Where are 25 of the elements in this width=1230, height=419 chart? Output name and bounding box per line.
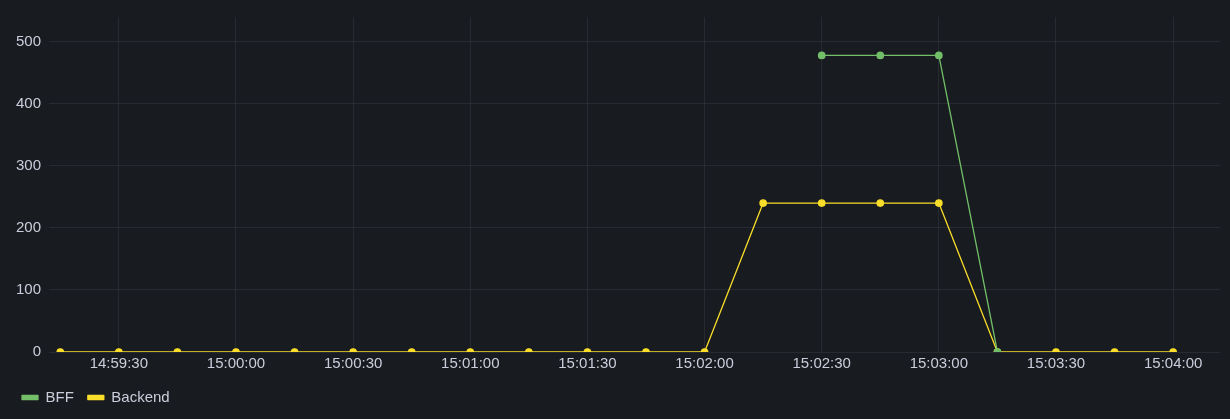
y-tick-label: 500 xyxy=(16,31,42,49)
x-tick-label: 15:01:00 xyxy=(441,354,500,372)
point xyxy=(817,199,826,207)
legend-label: BFF xyxy=(45,387,74,405)
legend-label: Backend xyxy=(111,387,170,405)
y-tick-label: 200 xyxy=(16,218,42,236)
x-tick-label: 15:00:30 xyxy=(323,354,383,372)
point xyxy=(759,199,767,207)
x-tick-label: 14:59:30 xyxy=(89,354,149,372)
point xyxy=(935,199,943,207)
y-tick-label: 300 xyxy=(16,156,42,174)
x-tick-label: 15:03:30 xyxy=(1026,354,1086,372)
y-tick-label: 100 xyxy=(16,280,42,298)
point xyxy=(935,51,943,60)
x-tick-label: 15:04:00 xyxy=(1143,354,1203,372)
x-tick-label: 15:03:00 xyxy=(909,354,969,372)
point xyxy=(817,51,826,60)
x-tick-label: 15:01:30 xyxy=(558,354,617,372)
y-tick-label: 400 xyxy=(16,93,42,111)
x-tick-label: 15:02:30 xyxy=(792,354,851,372)
point xyxy=(876,199,885,207)
x-tick-label: 15:00:00 xyxy=(206,354,266,372)
x-tick-label: 15:02:00 xyxy=(675,354,734,372)
y-tick-label: 0 xyxy=(32,342,42,360)
point xyxy=(876,51,885,60)
